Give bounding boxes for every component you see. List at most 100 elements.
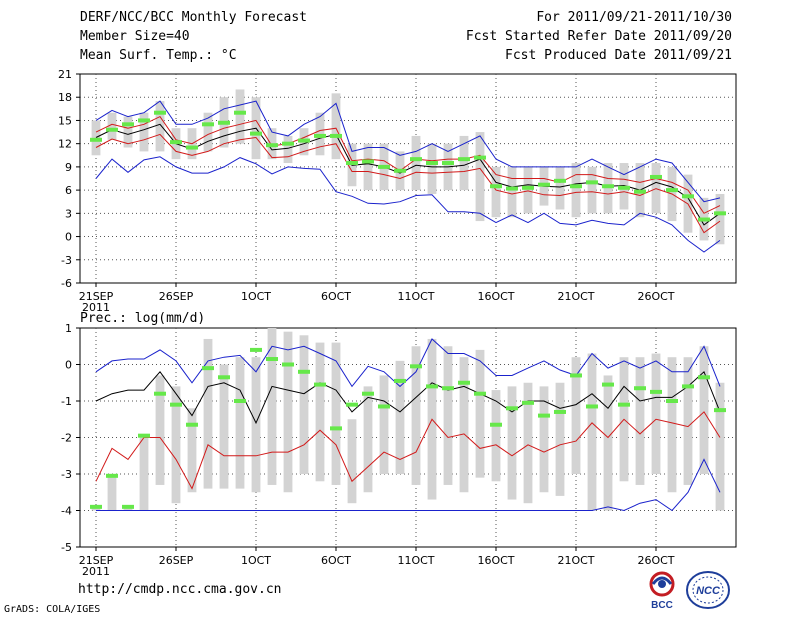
member-size-label: Member Size=40: [80, 29, 190, 44]
precipitation-spread-box: [363, 386, 373, 493]
precipitation-green-marker: [714, 408, 726, 413]
precipitation-spread-box: [315, 342, 325, 482]
precipitation-green-marker: [346, 402, 358, 407]
svg-text:BCC: BCC: [651, 600, 673, 610]
precipitation-green-marker: [378, 404, 390, 409]
temperature-ytick-label: -3: [61, 254, 72, 267]
precipitation-spread-box: [235, 357, 245, 489]
precipitation-xtick-label: 21SEP: [79, 554, 114, 567]
precipitation-spread-box: [251, 357, 261, 493]
temperature-spread-box: [155, 101, 165, 152]
temperature-green-marker: [682, 194, 694, 199]
precipitation-green-marker: [666, 399, 678, 403]
forecast-period-label: For 2011/09/21-2011/10/30: [536, 10, 732, 25]
temperature-green-marker: [170, 140, 182, 145]
temperature-green-marker: [378, 164, 390, 169]
precipitation-spread-box: [571, 357, 581, 474]
precipitation-spread-box: [635, 357, 645, 485]
temperature-xtick-label: 6OCT: [321, 290, 351, 303]
precipitation-green-marker: [602, 382, 614, 387]
temperature-green-marker: [442, 161, 454, 166]
refer-date-label: Fcst Started Refer Date 2011/09/20: [465, 29, 732, 44]
temperature-green-marker: [362, 159, 374, 164]
precipitation-spread-box: [155, 375, 165, 485]
precipitation-green-marker: [698, 375, 710, 380]
precipitation-green-marker: [202, 366, 214, 371]
temperature-spread-box: [283, 135, 293, 164]
chart-title: DERF/NCC/BCC Monthly Forecast: [80, 10, 307, 25]
temperature-green-marker: [538, 182, 550, 187]
precipitation-spread-box: [203, 338, 213, 489]
temperature-green-marker: [522, 185, 534, 190]
precipitation-xtick-label: 26SEP: [159, 554, 194, 567]
precipitation-green-marker: [186, 422, 198, 427]
temperature-spread-box: [571, 163, 581, 218]
precipitation-ytick-label: 0: [65, 359, 72, 372]
temperature-green-marker: [154, 110, 166, 115]
temperature-spread-box: [459, 135, 469, 191]
temperature-green-marker: [90, 137, 102, 142]
precipitation-xtick-label: 21OCT: [557, 554, 594, 567]
temperature-green-marker: [266, 143, 278, 148]
precipitation-green-marker: [490, 422, 502, 427]
temperature-green-marker: [298, 138, 310, 143]
precipitation-xtick-label: 16OCT: [477, 554, 514, 567]
precipitation-spread-box: [699, 346, 709, 474]
precipitation-green-marker: [218, 375, 230, 380]
precipitation-green-marker: [298, 369, 310, 374]
temperature-green-marker: [122, 122, 134, 127]
temperature-spread-box: [507, 166, 517, 218]
temperature-spread-box: [715, 193, 725, 245]
temperature-series-max: [95, 100, 721, 203]
precipitation-green-marker: [106, 473, 118, 478]
precip-title: Prec.: log(mm/d): [80, 311, 205, 326]
precipitation-green-marker: [154, 391, 166, 396]
precipitation-spread-box: [187, 408, 197, 493]
precipitation-spread-box: [475, 349, 485, 478]
temperature-xtick-label: 11OCT: [397, 290, 434, 303]
temperature-green-marker: [586, 180, 598, 185]
precipitation-spread-box: [667, 357, 677, 493]
temperature-spread-box: [123, 116, 133, 148]
precipitation-spread-box: [347, 419, 357, 504]
temperature-series-min: [95, 156, 721, 253]
precipitation-green-marker: [682, 384, 694, 389]
temperature-xtick-label: 16OCT: [477, 290, 514, 303]
temperature-green-marker: [106, 127, 118, 132]
precipitation-spread-box: [523, 382, 533, 504]
precipitation-green-marker: [442, 386, 454, 391]
precipitation-ytick-label: -2: [61, 432, 72, 445]
precipitation-green-marker: [314, 382, 326, 387]
precipitation-spread-box: [299, 335, 309, 474]
temperature-green-marker: [138, 118, 150, 123]
temperature-series-lower: [95, 133, 721, 234]
temperature-ytick-label: 0: [65, 231, 72, 244]
temperature-series-mean: [95, 123, 721, 226]
precipitation-ytick-label: -5: [61, 541, 72, 554]
precipitation-spread-box: [283, 331, 293, 493]
precipitation-green-marker: [250, 347, 262, 352]
temperature-ytick-label: 6: [65, 184, 72, 197]
precipitation-ytick-label: -4: [61, 505, 72, 518]
temperature-green-marker: [570, 184, 582, 189]
temperature-xtick-label: 1OCT: [241, 290, 271, 303]
temperature-ytick-label: 15: [58, 114, 72, 127]
precipitation-spread-box: [331, 342, 341, 485]
precipitation-spread-box: [603, 375, 613, 511]
temperature-spread-box: [411, 135, 421, 191]
precipitation-green-marker: [266, 357, 278, 362]
temperature-spread-box: [427, 143, 437, 194]
bcc-logo: BCC: [649, 571, 675, 610]
precipitation-year-label: 2011: [82, 565, 110, 578]
temperature-green-marker: [314, 133, 326, 138]
temperature-green-marker: [346, 161, 358, 166]
precipitation-green-marker: [458, 380, 470, 385]
precipitation-spread-box: [587, 353, 597, 511]
precipitation-green-marker: [394, 378, 406, 383]
temperature-green-marker: [714, 211, 726, 216]
temperature-spread-box: [235, 89, 245, 144]
source-url[interactable]: http://cmdp.ncc.cma.gov.cn: [78, 582, 282, 597]
temperature-frame: [79, 73, 737, 284]
precipitation-green-marker: [506, 406, 518, 411]
precipitation-spread-box: [171, 386, 181, 504]
